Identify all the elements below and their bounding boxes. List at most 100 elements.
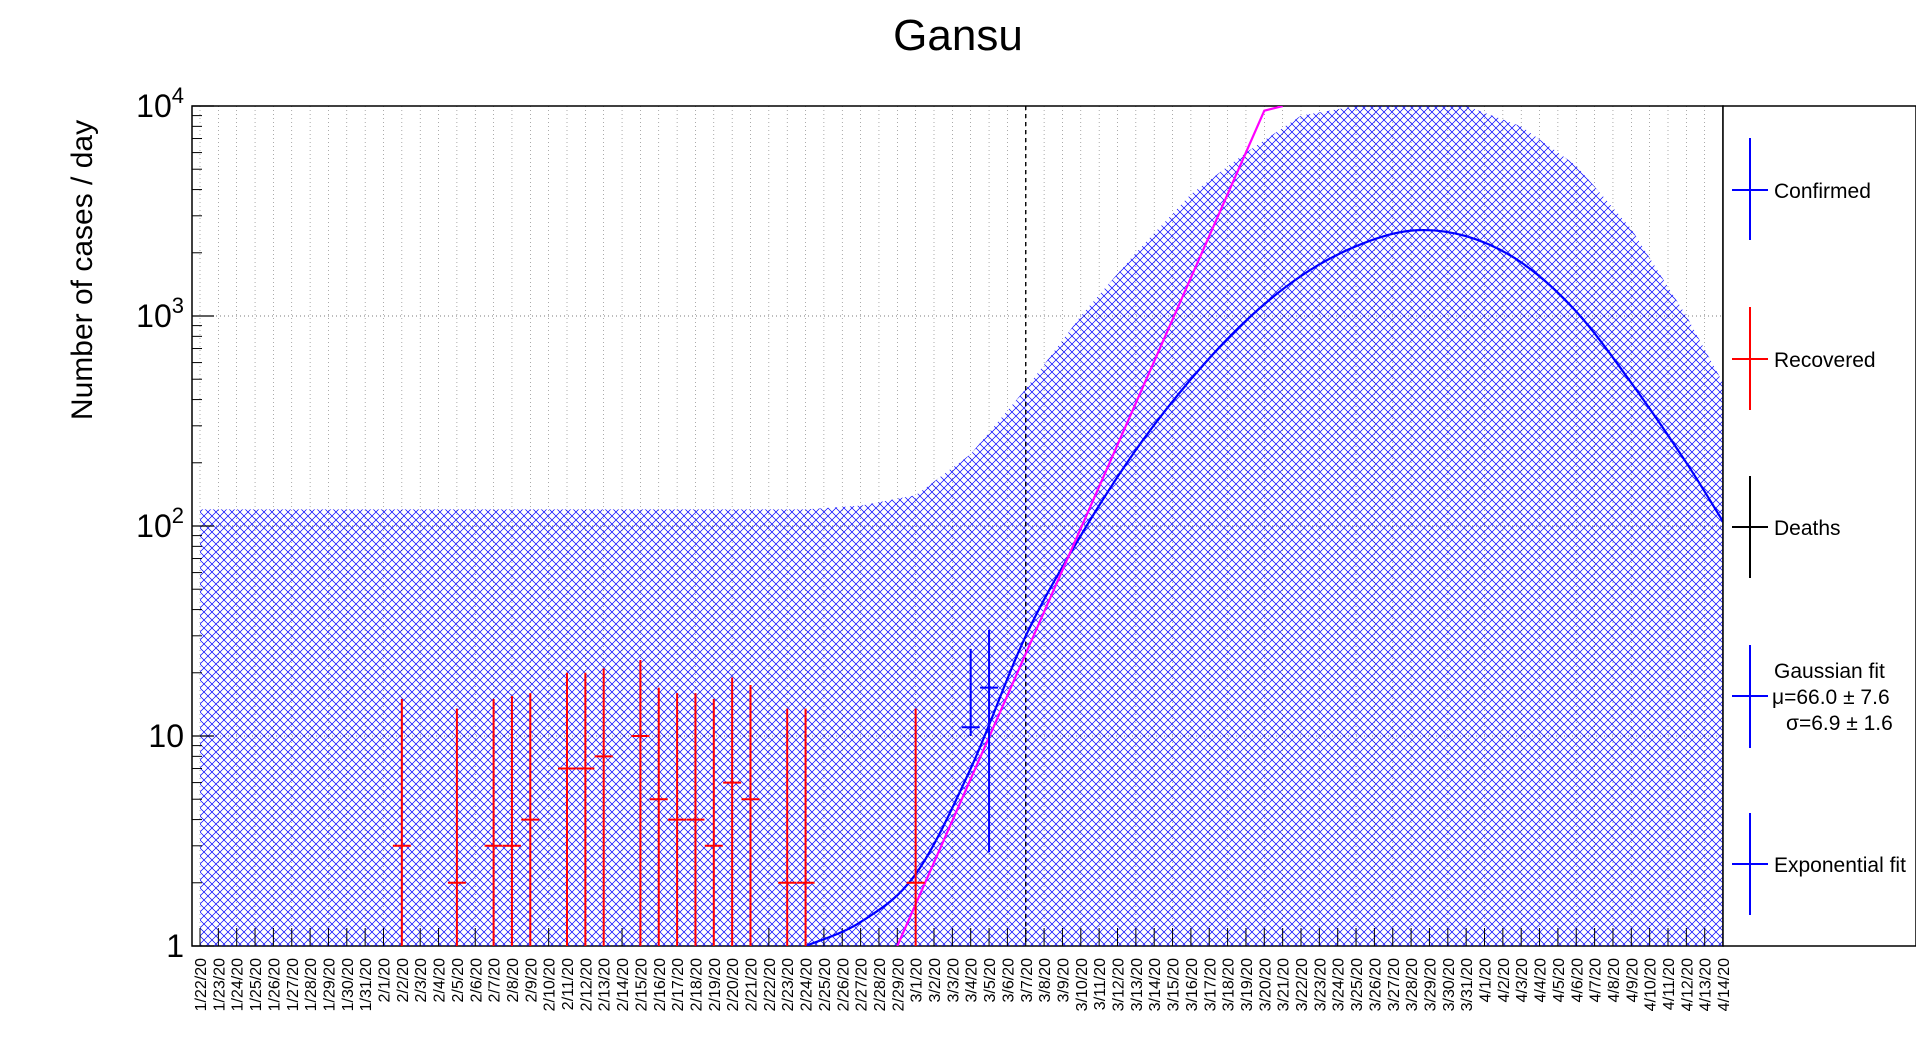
x-tick-label: 3/24/20 [1331, 958, 1348, 1011]
x-tick-label: 1/28/20 [303, 958, 320, 1011]
x-tick-label: 2/17/20 [670, 958, 687, 1011]
y-tick-label: 104 [136, 83, 184, 124]
x-tick-label: 2/4/20 [432, 958, 449, 1003]
x-tick-label: 3/26/20 [1367, 958, 1384, 1011]
x-tick-label: 4/13/20 [1698, 958, 1715, 1011]
legend-entry-gaussian-fit: Gaussian fit μ=66.0 ± 7.6 σ=6.9 ± 1.6 [1732, 645, 1893, 748]
x-tick-label: 1/27/20 [285, 958, 302, 1011]
x-tick-label: 3/21/20 [1276, 958, 1293, 1011]
x-tick-label: 3/14/20 [1147, 958, 1164, 1011]
x-tick-label: 2/20/20 [725, 958, 742, 1011]
recovered-point [484, 699, 503, 946]
x-tick-label: 3/25/20 [1349, 958, 1366, 1011]
x-tick-label: 2/15/20 [633, 958, 650, 1011]
x-tick-label: 3/10/20 [1074, 958, 1091, 1011]
x-tick-label: 4/10/20 [1643, 958, 1660, 1011]
y-tick-label-base: 10 [136, 88, 172, 124]
x-tick-label: 3/11/20 [1092, 958, 1109, 1010]
x-tick-label: 2/19/20 [707, 958, 724, 1011]
gaussian-fit-curve [805, 228, 1723, 946]
legend-label-exponential-fit: Exponential fit [1774, 854, 1906, 877]
x-tick-label: 3/31/20 [1459, 958, 1476, 1011]
recovered-point [723, 677, 742, 946]
chart-title: Gansu [893, 11, 1023, 60]
x-tick-label: 2/27/20 [854, 958, 871, 1011]
x-tick-label: 4/11/20 [1661, 958, 1678, 1010]
x-tick-label: 3/17/20 [1202, 958, 1219, 1011]
x-tick-label: 2/29/20 [890, 958, 907, 1011]
x-tick-label: 2/25/20 [817, 958, 834, 1011]
x-tick-label: 4/4/20 [1533, 958, 1550, 1003]
recovered-point [576, 672, 595, 946]
x-tick-label: 2/7/20 [487, 958, 504, 1003]
x-tick-label: 3/1/20 [909, 958, 926, 1003]
x-tick-label: 3/28/20 [1404, 958, 1421, 1011]
y-tick-label: 103 [136, 293, 184, 334]
x-tick-label: 3/22/20 [1294, 958, 1311, 1011]
x-tick-label: 3/18/20 [1221, 958, 1238, 1011]
y-tick-label: 1 [166, 928, 184, 964]
y-tick-label-exponent: 2 [172, 503, 184, 528]
recovered-point [392, 699, 411, 946]
recovered-point [649, 687, 668, 946]
confirmed-point [961, 648, 980, 736]
grid [192, 105, 1724, 947]
recovered-point [521, 693, 540, 946]
x-tick-label: 3/20/20 [1257, 958, 1274, 1011]
legend-label-deaths: Deaths [1774, 517, 1841, 540]
legend-entry-recovered: Recovered [1732, 307, 1876, 410]
x-tick-label: 4/14/20 [1716, 958, 1733, 1011]
x-tick-label: 3/5/20 [982, 958, 999, 1003]
x-tick-label: 4/5/20 [1551, 958, 1568, 1003]
legend: Confirmed Recovered Deaths Gaussian fit … [1722, 105, 1916, 947]
recovered-point [668, 693, 687, 946]
x-tick-label: 4/9/20 [1624, 958, 1641, 1003]
y-tick-label-exponent: 4 [172, 83, 184, 108]
x-tick-label: 2/3/20 [413, 958, 430, 1003]
recovered-point [704, 699, 723, 946]
recovered-point [686, 693, 705, 946]
recovered-point [502, 696, 521, 946]
recovered-point [778, 708, 797, 946]
x-tick-label: 1/30/20 [340, 958, 357, 1011]
x-tick-label: 3/13/20 [1129, 958, 1146, 1011]
x-axis-ticks: 1/22/20 1/23/20 1/24/20 1/25/20 1/26/20 1/27/… [193, 928, 1733, 1011]
x-tick-label: 2/1/20 [377, 958, 394, 1003]
recovered-point [594, 668, 613, 946]
x-tick-label: 2/23/20 [780, 958, 797, 1011]
legend-entry-exponential-fit: Exponential fit [1732, 813, 1906, 915]
x-tick-label: 1/25/20 [248, 958, 265, 1011]
x-tick-label: 2/16/20 [652, 958, 669, 1011]
x-tick-label: 3/15/20 [1166, 958, 1183, 1011]
x-tick-label: 4/8/20 [1606, 958, 1623, 1003]
x-tick-label: 2/26/20 [835, 958, 852, 1011]
x-tick-label: 2/18/20 [689, 958, 706, 1011]
x-tick-label: 3/2/20 [927, 958, 944, 1003]
x-tick-label: 3/4/20 [964, 958, 981, 1003]
y-tick-label-base: 10 [136, 298, 172, 334]
x-tick-label: 1/26/20 [266, 958, 283, 1011]
x-tick-label: 2/5/20 [450, 958, 467, 1003]
x-tick-label: 3/23/20 [1312, 958, 1329, 1011]
fit-curves [805, 106, 1723, 946]
legend-entry-deaths: Deaths [1732, 476, 1841, 578]
y-tick-label: 10 [148, 718, 184, 754]
x-tick-label: 2/8/20 [505, 958, 522, 1003]
y-axis-label: Number of cases / day [66, 120, 99, 420]
x-tick-label: 3/29/20 [1423, 958, 1440, 1011]
y-tick-label-base: 10 [136, 508, 172, 544]
recovered-point [558, 672, 576, 946]
x-tick-label: 4/6/20 [1569, 958, 1586, 1003]
x-tick-label: 3/30/20 [1441, 958, 1458, 1011]
recovered-point [447, 708, 466, 946]
legend-entry-confirmed: Confirmed [1732, 138, 1871, 240]
x-tick-label: 1/22/20 [193, 958, 210, 1011]
x-tick-label: 2/28/20 [872, 958, 889, 1011]
legend-label-gaussian-sigma: σ=6.9 ± 1.6 [1786, 712, 1893, 735]
recovered-point [741, 684, 760, 946]
x-tick-label: 3/8/20 [1037, 958, 1054, 1003]
x-tick-label: 1/24/20 [230, 958, 247, 1011]
x-tick-label: 1/31/20 [358, 958, 375, 1011]
